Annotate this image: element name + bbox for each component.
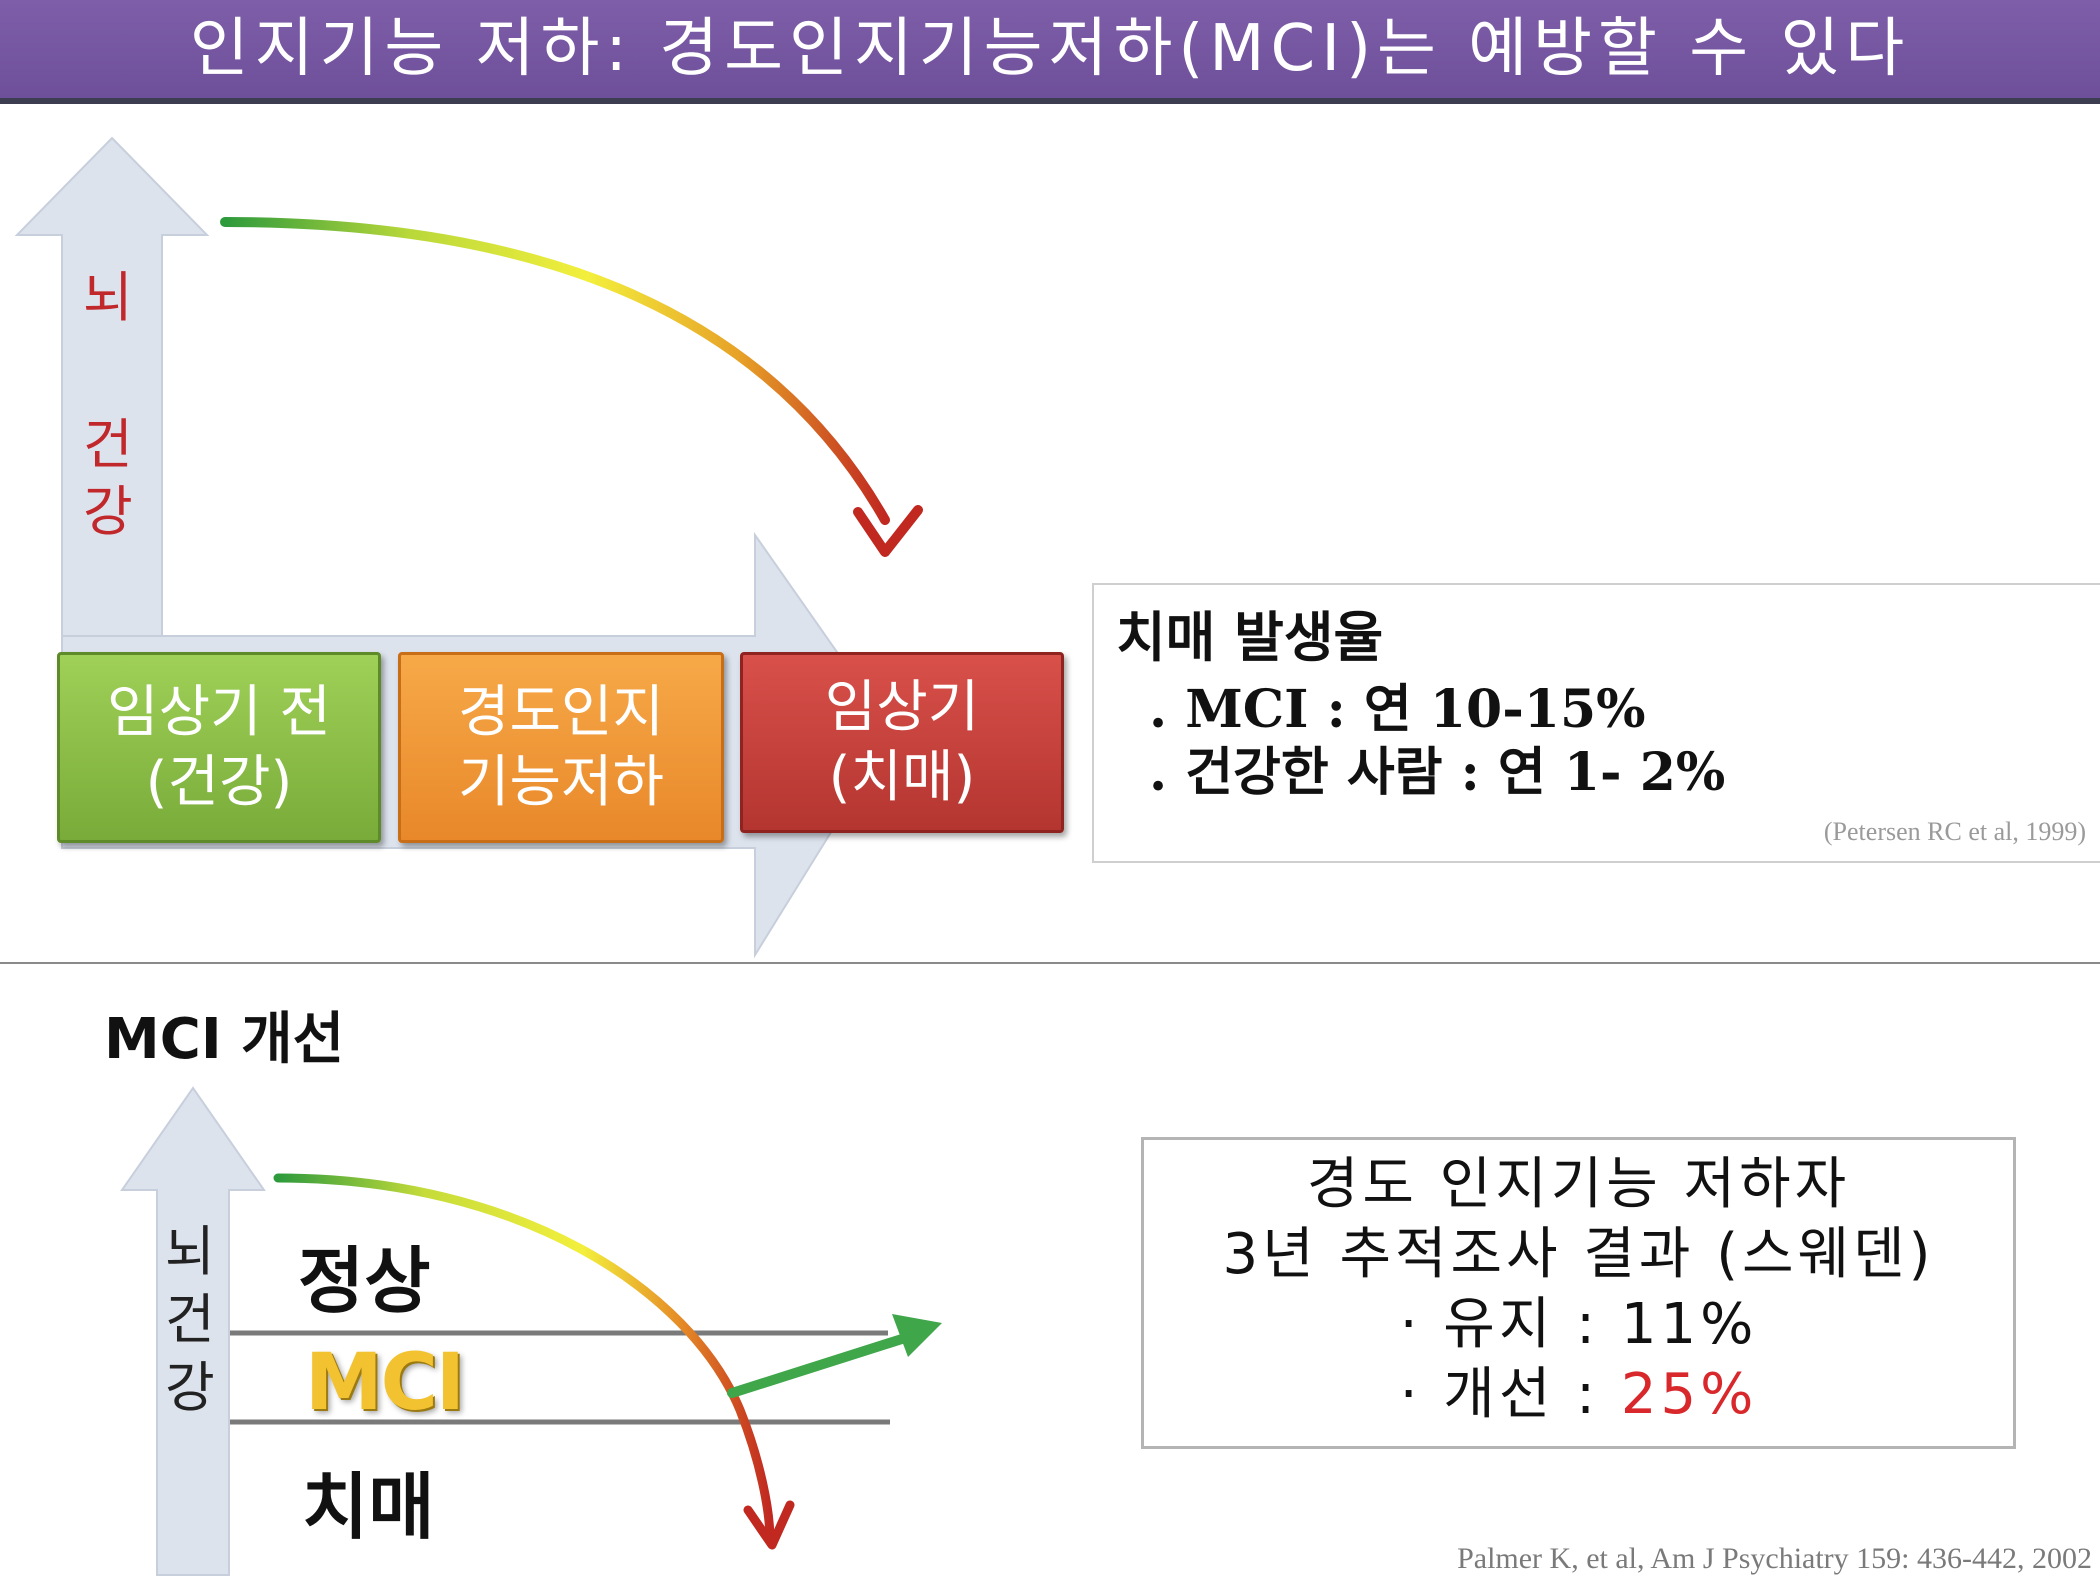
zone-mci-label: MCI — [305, 1338, 465, 1428]
study-improve: · 개선 : 25% — [1144, 1360, 2013, 1430]
improvement-arrow-line — [727, 1333, 910, 1398]
stage-dementia: 임상기 (치매) — [740, 652, 1064, 833]
top-axis-label-health-1: 건 — [83, 413, 133, 476]
incidence-healthy: . 건강한 사람 : 연 1- 2% — [1149, 742, 1726, 803]
study-improve-label: · 개선 : — [1399, 1362, 1600, 1427]
improvement-arrowhead — [892, 1314, 942, 1357]
bottom-decline-arrowhead — [743, 1500, 795, 1550]
bottom-axis-label-brain: 뇌 — [165, 1220, 215, 1283]
incidence-title: 치매 발생율 — [1116, 606, 1384, 669]
bottom-axis-label-health-2: 강 — [165, 1356, 215, 1419]
stage-preclinical: 임상기 전 (건강) — [57, 652, 381, 843]
bottom-vertical-axis-arrow — [120, 1086, 266, 1576]
stage-mci: 경도인지 기능저하 — [398, 652, 724, 843]
study-maintain-value: 11% — [1620, 1292, 1758, 1357]
study-maintain: · 유지 : 11% — [1144, 1290, 2013, 1360]
page-title: 인지기능 저하: 경도인지기능저하(MCI)는 예방할 수 있다 — [189, 12, 1911, 86]
incidence-box: 치매 발생율 . MCI : 연 10-15% . 건강한 사람 : 연 1- … — [1092, 583, 2100, 863]
section-divider — [0, 962, 2100, 964]
bottom-axis-label-health-1: 건 — [165, 1288, 215, 1351]
top-axis-label-health-2: 강 — [83, 480, 133, 543]
mci-improvement-heading: MCI 개선 — [104, 1007, 345, 1072]
zone-dementia-label: 치매 — [302, 1465, 435, 1549]
top-vertical-axis-arrow — [14, 136, 210, 641]
top-decline-arrowhead — [853, 505, 923, 557]
title-bar — [0, 0, 2100, 104]
study-line-1: 경도 인지기능 저하자 — [1306, 1152, 1851, 1217]
study-maintain-label: · 유지 : — [1399, 1292, 1600, 1357]
incidence-mci: . MCI : 연 10-15% — [1149, 679, 1646, 740]
study-improve-value: 25% — [1620, 1362, 1758, 1427]
study-citation: Palmer K, et al, Am J Psychiatry 159: 43… — [1457, 1542, 2092, 1575]
stage-mci-label: 경도인지 기능저하 — [457, 679, 665, 815]
stage-preclinical-label: 임상기 전 (건강) — [107, 679, 331, 815]
zone-normal-label: 정상 — [298, 1239, 431, 1323]
incidence-citation: (Petersen RC et al, 1999) — [1823, 817, 2086, 846]
study-result-box: 경도 인지기능 저하자 3년 추적조사 결과 (스웨덴) · 유지 : 11% … — [1141, 1137, 2016, 1449]
stage-dementia-label: 임상기 (치매) — [824, 674, 980, 810]
bottom-decline-curve — [273, 1173, 775, 1545]
top-decline-curve — [220, 217, 890, 525]
study-line-2: 3년 추적조사 결과 (스웨덴) — [1222, 1222, 1935, 1287]
top-axis-label-brain: 뇌 — [83, 266, 133, 329]
